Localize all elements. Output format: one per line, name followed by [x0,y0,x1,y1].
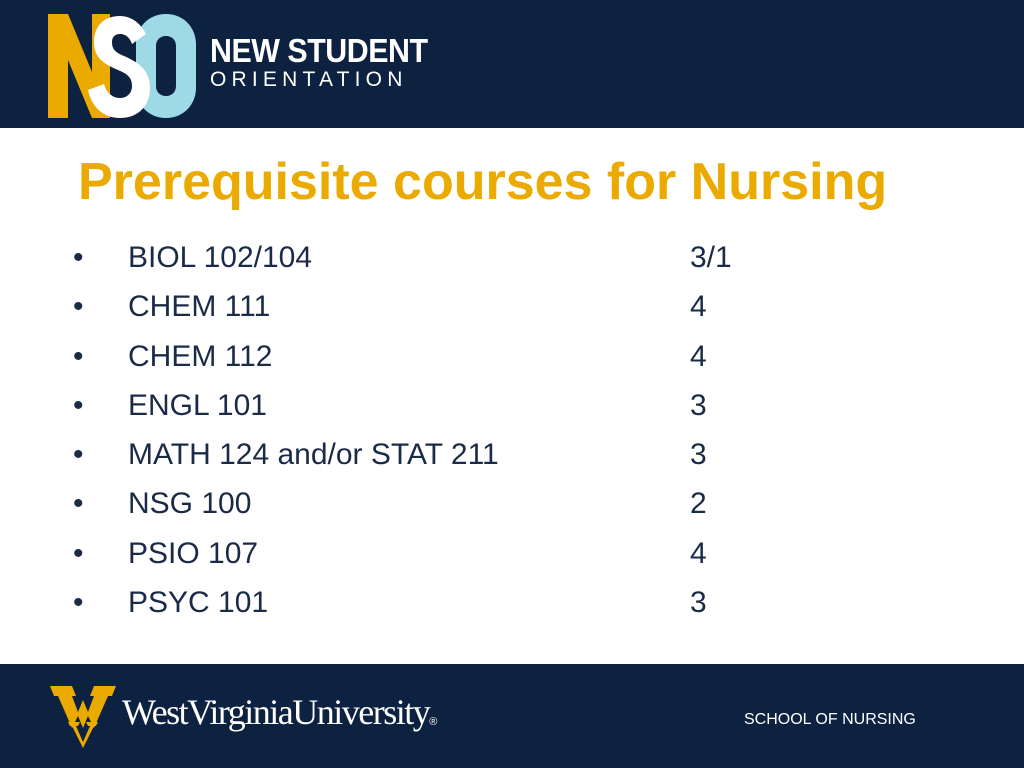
wvu-wordmark: WestVirginiaUniversity® [122,692,437,732]
course-row: • CHEM 112 4 [0,332,1024,381]
bullet-icon: • [73,586,84,620]
bullet-icon: • [73,339,84,373]
course-credits: 4 [690,536,707,570]
course-row: • PSYC 101 3 [0,578,1024,627]
course-row: • CHEM 111 4 [0,282,1024,331]
course-row: • MATH 124 and/or STAT 211 3 [0,430,1024,479]
bullet-icon: • [73,536,84,570]
wvu-wordmark-text: WestVirginiaUniversity [122,692,431,732]
course-credits: 4 [690,339,707,373]
course-row: • ENGL 101 3 [0,381,1024,430]
course-credits: 3 [690,388,707,422]
course-list: • BIOL 102/104 3/1 • CHEM 111 4 • CHEM 112 4 • ENG… [0,233,1024,627]
course-credits: 3 [690,438,707,472]
course-name: CHEM 111 [128,290,271,324]
course-credits: 3 [690,586,707,620]
course-name: ENGL 101 [128,388,267,422]
course-row: • BIOL 102/104 3/1 [0,233,1024,282]
school-name: SCHOOL OF NURSING [744,711,916,728]
logo-line-orientation: ORIENTATION [210,68,408,91]
course-name: CHEM 112 [128,339,273,373]
flying-wv-icon [50,686,116,748]
course-name: BIOL 102/104 [128,241,313,274]
nso-logo [48,14,196,118]
logo-line-new-student: NEW STUDENT [210,32,428,69]
slide-title: Prerequisite courses for Nursing [78,153,888,211]
bullet-icon: • [73,487,84,521]
header-band: NEW STUDENT ORIENTATION [0,0,1024,128]
bullet-icon: • [73,388,84,422]
registered-mark: ® [429,716,438,728]
course-name: PSYC 101 [128,586,269,620]
course-row: • NSG 100 2 [0,479,1024,528]
bullet-icon: • [73,438,84,472]
course-name: MATH 124 and/or STAT 211 [128,438,499,472]
bullet-icon: • [73,290,84,324]
course-credits: 3/1 [690,241,732,274]
course-name: PSIO 107 [128,536,259,570]
course-row: • PSIO 107 4 [0,529,1024,578]
footer-band: WestVirginiaUniversity® SCHOOL OF NURSIN… [0,664,1024,768]
course-credits: 2 [690,487,707,521]
bullet-icon: • [73,241,84,274]
course-name: NSG 100 [128,487,252,521]
course-credits: 4 [690,290,707,324]
nso-wordmark: NEW STUDENT ORIENTATION [210,34,447,92]
